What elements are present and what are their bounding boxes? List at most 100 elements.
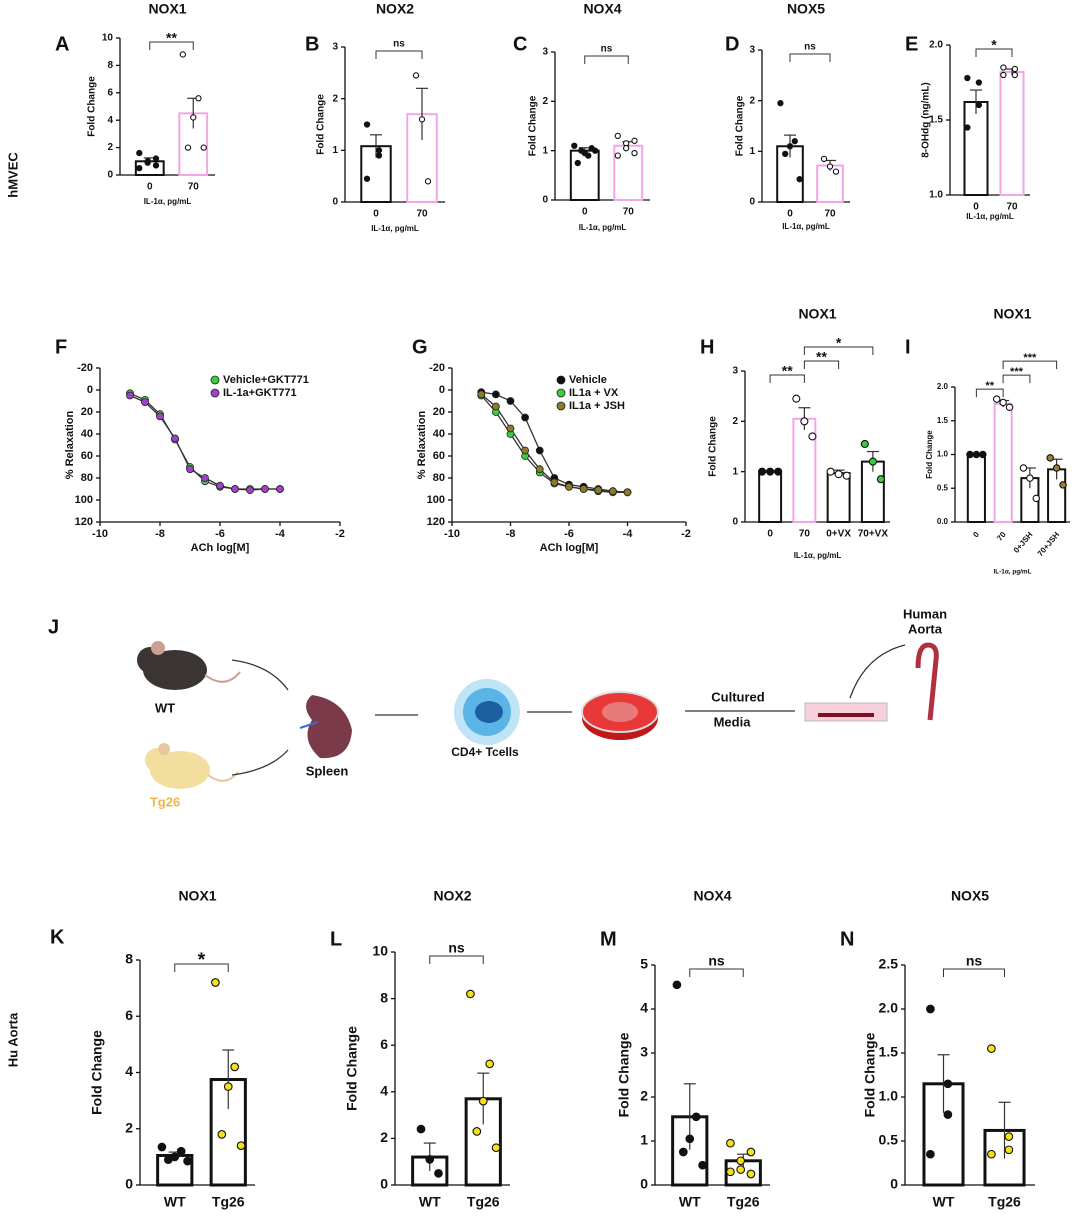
y-tick-label: 2 bbox=[380, 1129, 388, 1145]
y-tick-label: 0 bbox=[890, 1176, 898, 1192]
data-point bbox=[758, 467, 767, 476]
data-point bbox=[136, 149, 143, 157]
data-point bbox=[926, 1004, 935, 1014]
y-tick-label: 120 bbox=[427, 516, 445, 528]
x-tick-label: 70+VX bbox=[858, 529, 889, 540]
data-point bbox=[231, 485, 239, 493]
data-point bbox=[860, 439, 869, 449]
y-tick-label: 4 bbox=[125, 1063, 133, 1079]
significance-label: ns bbox=[708, 953, 725, 969]
data-point bbox=[766, 467, 775, 476]
x-tick-label: WT bbox=[679, 1194, 701, 1210]
data-point bbox=[832, 168, 840, 175]
significance-bracket bbox=[375, 50, 423, 59]
data-point bbox=[672, 980, 682, 990]
y-tick-label: 1.5 bbox=[937, 416, 949, 425]
nucleus bbox=[475, 701, 503, 723]
chart: M NOX4 0 1 2 3 4 5 Fold Change WT Tg26 ns bbox=[600, 888, 770, 1210]
data-point bbox=[485, 1059, 495, 1069]
y-tick-label: 6 bbox=[380, 1036, 388, 1052]
data-point bbox=[363, 175, 371, 182]
y-tick-label: 0 bbox=[87, 384, 93, 396]
data-point bbox=[746, 1169, 756, 1179]
bar bbox=[758, 470, 783, 523]
data-point bbox=[157, 1142, 167, 1152]
y-axis-label: Fold Change bbox=[862, 1032, 878, 1117]
legend-label: Vehicle+GKT771 bbox=[223, 374, 309, 386]
y-tick-label: 10 bbox=[102, 33, 114, 44]
significance-label: ns bbox=[804, 42, 816, 53]
data-point bbox=[491, 390, 500, 399]
data-point bbox=[774, 467, 783, 476]
data-point bbox=[230, 1062, 240, 1072]
x-tick-label: -8 bbox=[506, 528, 516, 540]
data-point bbox=[820, 155, 828, 163]
aorta bbox=[915, 642, 939, 721]
data-point bbox=[416, 1124, 426, 1134]
data-point bbox=[217, 1130, 227, 1139]
data-point bbox=[477, 390, 486, 399]
data-point bbox=[834, 470, 843, 479]
spleen bbox=[306, 695, 352, 759]
data-point bbox=[141, 398, 149, 407]
data-point bbox=[842, 471, 851, 480]
y-tick-label: 2.0 bbox=[929, 40, 943, 51]
data-point bbox=[535, 446, 544, 455]
data-point bbox=[685, 1134, 695, 1144]
significance-bracket bbox=[975, 48, 1013, 57]
y-tick-label: 1.5 bbox=[879, 1044, 899, 1060]
y-tick-label: 80 bbox=[433, 472, 445, 484]
x-axis-label: IL-1α, pg/mL bbox=[966, 212, 1014, 221]
y-tick-label: 1 bbox=[640, 1132, 648, 1148]
x-tick-label: Tg26 bbox=[988, 1194, 1021, 1210]
y-tick-label: 6 bbox=[107, 87, 113, 98]
data-point bbox=[964, 124, 971, 131]
data-point bbox=[943, 1110, 953, 1119]
y-tick-label: 120 bbox=[75, 516, 93, 528]
bar bbox=[178, 112, 209, 176]
data-point bbox=[425, 1155, 435, 1164]
data-point bbox=[987, 1044, 996, 1053]
y-tick-label: 1 bbox=[542, 145, 548, 156]
x-tick-label: -6 bbox=[215, 528, 225, 540]
x-axis-label: IL-1α, pg/mL bbox=[579, 223, 627, 232]
data-point bbox=[176, 1146, 186, 1156]
data-point bbox=[574, 159, 581, 167]
chart: G-20 0 20 40 60 80 100 120 % Relaxation -10 -8 -6 -4… bbox=[412, 336, 691, 554]
y-axis-label: Fold Change bbox=[925, 430, 934, 479]
data-point bbox=[126, 391, 134, 400]
data-point bbox=[1052, 464, 1061, 472]
y-tick-label: 1.0 bbox=[929, 190, 943, 201]
chart-title: NOX1 bbox=[148, 1, 186, 17]
y-tick-label: 8 bbox=[380, 989, 388, 1005]
data-point bbox=[868, 457, 877, 466]
y-tick-label: 2 bbox=[332, 93, 338, 104]
significance-label: ** bbox=[816, 349, 827, 365]
data-point bbox=[746, 1147, 756, 1157]
legend-label: IL1a + VX bbox=[569, 387, 619, 399]
data-point bbox=[736, 1165, 746, 1174]
y-tick-label: -20 bbox=[429, 362, 445, 374]
data-point bbox=[1019, 464, 1028, 472]
chart-title: NOX2 bbox=[376, 1, 414, 17]
significance-bracket bbox=[975, 388, 1004, 398]
y-tick-label: 3 bbox=[732, 366, 738, 377]
significance-bracket bbox=[584, 55, 629, 64]
data-point bbox=[163, 1155, 173, 1165]
significance-bracket bbox=[1002, 360, 1058, 370]
chart: H NOX1 0 1 2 3 Fold Change 0 70 0+VX 70+VX IL-1α, p… bbox=[700, 306, 890, 560]
x-tick-label: -2 bbox=[335, 528, 345, 540]
data-point bbox=[608, 487, 617, 496]
data-point bbox=[184, 144, 192, 151]
y-tick-label: 0 bbox=[732, 517, 738, 528]
y-tick-label: 40 bbox=[433, 428, 445, 440]
y-tick-label: 5 bbox=[640, 956, 648, 972]
x-tick-label: 70 bbox=[995, 530, 1008, 543]
data-point bbox=[579, 485, 588, 493]
legend-label: Vehicle bbox=[569, 374, 607, 386]
panel-letter: E bbox=[905, 33, 918, 55]
x-tick-label: 0+JSH bbox=[1012, 530, 1035, 555]
x-tick-label: Tg26 bbox=[467, 1194, 500, 1210]
data-point bbox=[1032, 494, 1041, 503]
data-point bbox=[144, 158, 151, 165]
